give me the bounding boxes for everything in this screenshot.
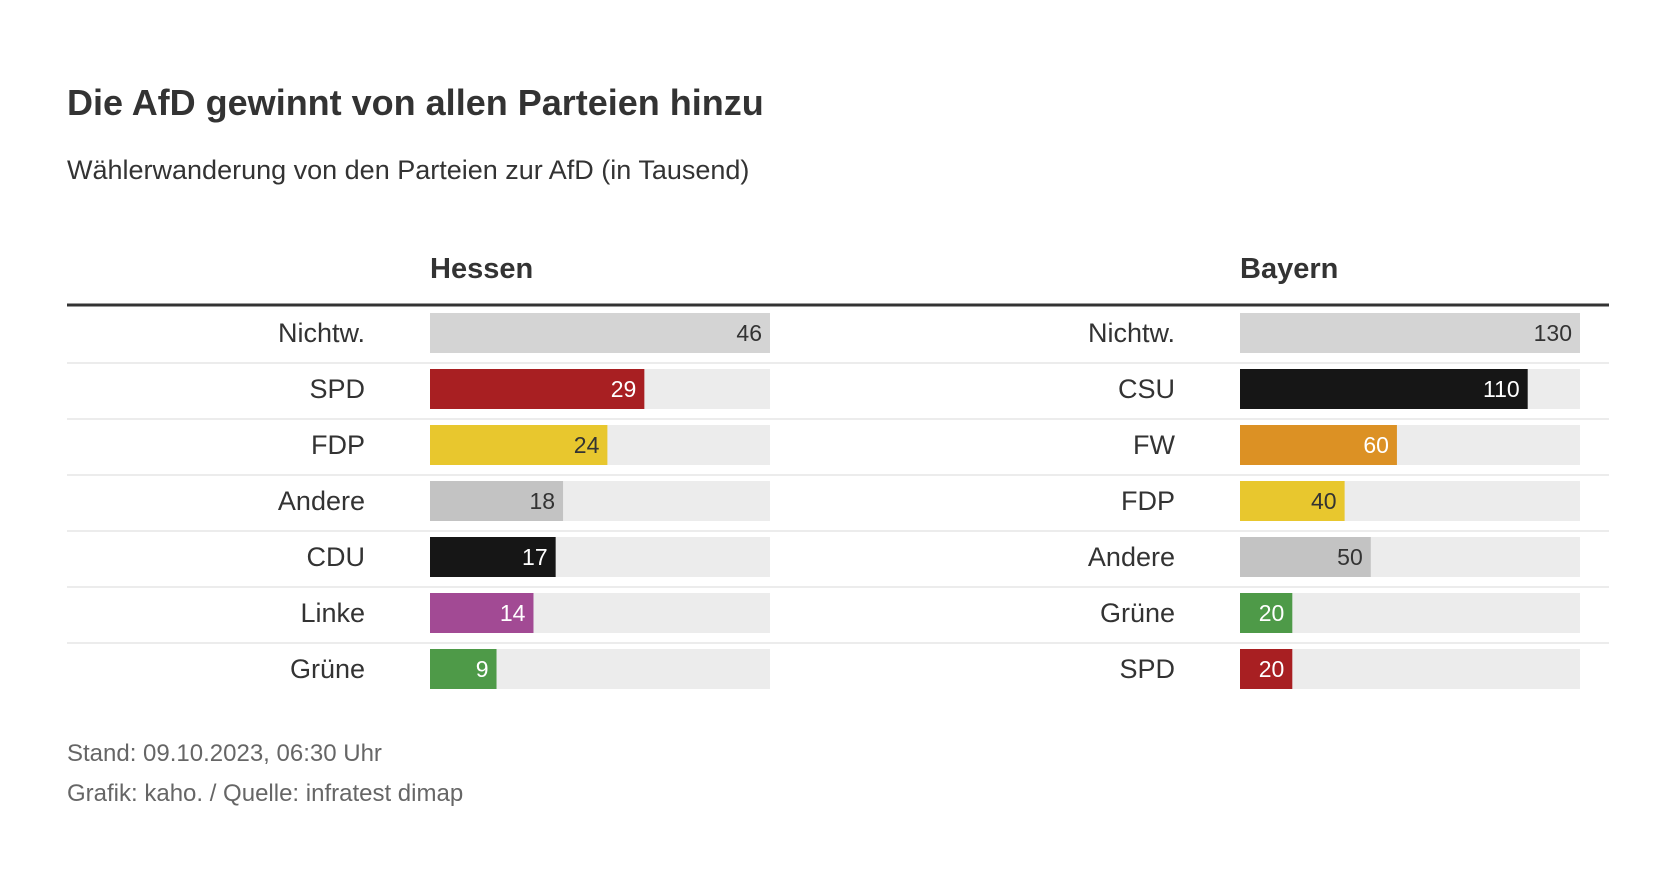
bayern-panel: Bayern Nichtw. 130 CSU 110 FW 60 FDP 40 Andere 50 G… [1088,253,1580,689]
hessen-category-label: Nichtw. [278,318,365,348]
hessen-value-label: 14 [500,600,526,626]
chart-subtitle: Wählerwanderung von den Parteien zur AfD… [67,155,750,185]
hessen-category-label: FDP [311,430,365,460]
bayern-bar [1240,425,1397,465]
bayern-bar [1240,313,1580,353]
bayern-value-label: 110 [1483,376,1520,402]
hessen-value-label: 24 [574,432,600,458]
hessen-bar [430,369,645,409]
bayern-bar [1240,649,1293,689]
hessen-category-label: Andere [278,486,365,516]
hessen-category-label: Linke [300,598,365,628]
hessen-panel: Hessen Nichtw. 46 SPD 29 FDP 24 Andere 18 CDU 17 Li… [278,253,770,689]
hessen-value-label: 29 [611,376,637,402]
bayern-category-label: Andere [1088,542,1175,572]
bayern-bar [1240,537,1371,577]
hessen-bar [430,537,556,577]
footer-source: Grafik: kaho. / Quelle: infratest dimap [67,780,464,807]
bayern-bar [1240,481,1345,521]
bayern-value-label: 40 [1311,488,1337,514]
bayern-category-label: FW [1133,430,1175,460]
bayern-bar [1240,369,1528,409]
bayern-value-label: 130 [1534,320,1572,346]
bayern-heading: Bayern [1240,253,1338,285]
bayern-bar-track [1240,593,1580,633]
bayern-value-label: 50 [1337,544,1363,570]
bayern-value-label: 20 [1259,600,1285,626]
bayern-category-label: FDP [1121,486,1175,516]
hessen-value-label: 9 [476,656,489,682]
bayern-value-label: 20 [1259,656,1285,682]
bayern-value-label: 60 [1363,432,1389,458]
hessen-bar [430,313,770,353]
bayern-bar [1240,593,1293,633]
bayern-category-label: SPD [1119,654,1175,684]
hessen-value-label: 46 [736,320,762,346]
bayern-category-label: CSU [1118,374,1175,404]
hessen-value-label: 17 [522,544,548,570]
hessen-bar [430,425,608,465]
hessen-bar [430,481,564,521]
bayern-category-label: Nichtw. [1088,318,1175,348]
footer-timestamp: Stand: 09.10.2023, 06:30 Uhr [67,740,382,767]
bayern-category-label: Grüne [1100,598,1175,628]
hessen-value-label: 18 [529,488,555,514]
bayern-bar-track [1240,649,1580,689]
chart-title: Die AfD gewinnt von allen Parteien hinzu [67,82,764,123]
hessen-category-label: CDU [307,542,366,572]
hessen-category-label: SPD [309,374,365,404]
hessen-bar [430,649,497,689]
hessen-category-label: Grüne [290,654,365,684]
hessen-heading: Hessen [430,253,533,285]
hessen-bar [430,593,534,633]
